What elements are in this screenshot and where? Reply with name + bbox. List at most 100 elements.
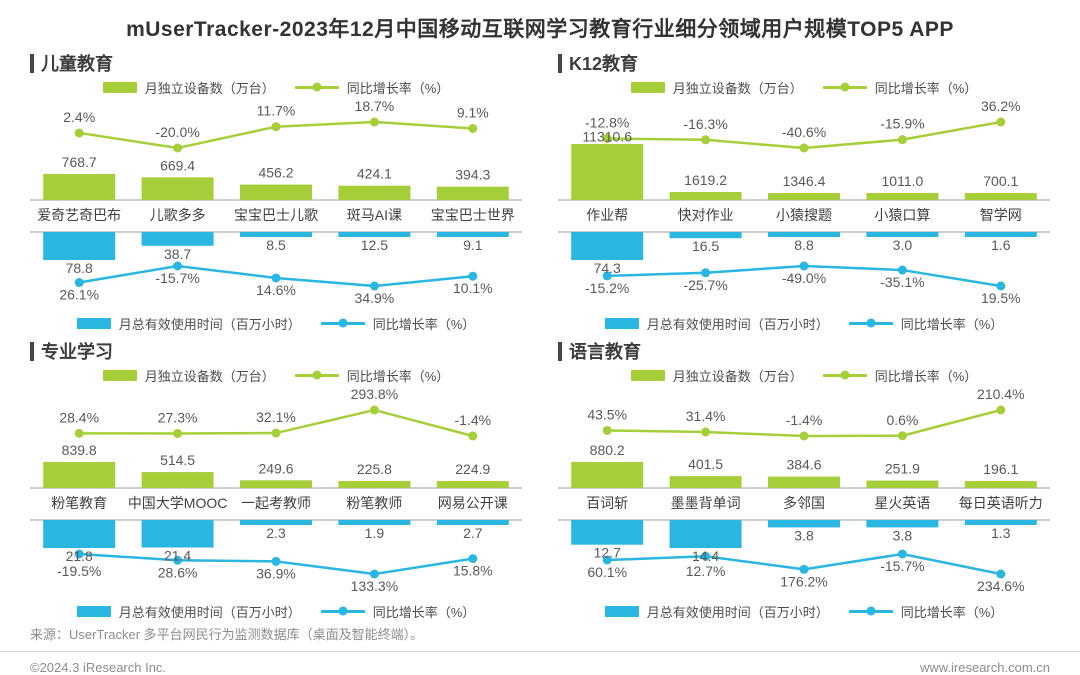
svg-text:133.3%: 133.3% [351,578,398,594]
usage-legend-label: 月总有效使用时间（百万小时） [646,604,829,620]
svg-text:10.1%: 10.1% [453,280,493,296]
svg-text:3.8: 3.8 [893,527,913,543]
section-title: 儿童教育 [41,54,113,74]
svg-text:60.1%: 60.1% [587,564,627,580]
svg-text:196.1: 196.1 [983,461,1018,477]
svg-text:9.1%: 9.1% [457,104,489,120]
svg-text:墨墨背单词: 墨墨背单词 [671,495,741,511]
section-title: 语言教育 [569,342,641,362]
bar-swatch-icon [630,369,665,381]
svg-text:12.7%: 12.7% [686,563,726,579]
svg-text:每日英语听力: 每日英语听力 [959,495,1043,511]
bar-swatch-icon [76,605,111,617]
svg-text:快对作业: 快对作业 [678,207,734,223]
svg-text:-25.7%: -25.7% [683,277,727,293]
professional-learning-combo-chart: 粉笔教育 中国大学MOOC 一起考教师 粉笔教师 网易公开课 28.4% 839.8 27.3… [30,386,522,594]
svg-text:15.8%: 15.8% [453,563,493,579]
accent-bar [30,341,34,361]
devices-legend-label: 月独立设备数（万台） [672,80,803,96]
devices-legend-label: 月独立设备数（万台） [144,368,275,384]
svg-text:-49.0%: -49.0% [782,270,826,286]
growth-legend-label: 同比增长率（%） [874,80,978,96]
line-marker-icon [822,370,867,380]
svg-text:1.9: 1.9 [365,525,385,541]
svg-text:38.7: 38.7 [164,246,191,262]
svg-text:-1.4%: -1.4% [786,412,823,428]
svg-text:700.1: 700.1 [983,173,1018,189]
svg-text:514.5: 514.5 [160,452,195,468]
line-marker-icon [320,318,365,328]
line-marker-icon [294,370,339,380]
footer-divider [0,651,1080,652]
svg-text:14.6%: 14.6% [256,282,296,298]
growth-legend-label: 同比增长率（%） [874,368,978,384]
svg-text:3.8: 3.8 [794,527,814,543]
report-page: mUserTracker-2023年12月中国移动互联网学习教育行业细分领域用户… [0,18,1080,675]
page-title: mUserTracker-2023年12月中国移动互联网学习教育行业细分领域用户… [126,18,954,41]
svg-text:27.3%: 27.3% [158,409,198,425]
svg-text:1.3: 1.3 [991,525,1011,541]
devices-legend: 月独立设备数（万台） 同比增长率（%） [30,78,522,96]
footer-bar: ©2024.3 iResearch Inc. www.iresearch.com… [0,652,1080,675]
svg-text:384.6: 384.6 [786,457,821,473]
svg-text:424.1: 424.1 [357,166,392,182]
svg-text:1346.4: 1346.4 [783,173,826,189]
chart-professional-learning: 专业学习 月独立设备数（万台） 同比增长率（%） 粉笔教育 中国大学MOOC 一起考… [30,338,522,620]
accent-bar [30,53,34,73]
svg-text:-12.8%: -12.8% [585,115,629,131]
svg-text:-1.4%: -1.4% [455,412,492,428]
svg-text:儿歌多多: 儿歌多多 [150,207,206,223]
svg-text:18.7%: 18.7% [355,98,395,114]
line-marker-icon [848,606,893,616]
svg-text:网易公开课: 网易公开课 [438,495,508,511]
chart-children-education: 儿童教育 月独立设备数（万台） 同比增长率（%） 爱奇艺奇巴布 儿歌多多 宝宝巴士儿… [30,50,522,332]
svg-text:251.9: 251.9 [885,461,920,477]
svg-text:839.8: 839.8 [62,442,97,458]
svg-text:小猿口算: 小猿口算 [874,207,930,223]
svg-text:2.7: 2.7 [463,525,483,541]
svg-text:225.8: 225.8 [357,461,392,477]
devices-legend-label: 月独立设备数（万台） [672,368,803,384]
svg-text:中国大学MOOC: 中国大学MOOC [128,495,228,511]
svg-text:多邻国: 多邻国 [783,495,825,511]
usage-legend-label: 月总有效使用时间（百万小时） [118,604,301,620]
usage-legend: 月总有效使用时间（百万小时） 同比增长率（%） [558,314,1050,332]
growth-legend-label: 同比增长率（%） [900,604,1004,620]
svg-text:智学网: 智学网 [980,207,1022,223]
svg-text:394.3: 394.3 [455,167,490,183]
svg-text:401.5: 401.5 [688,456,723,472]
svg-text:一起考教师: 一起考教师 [241,495,311,511]
growth-legend-label: 同比增长率（%） [372,604,476,620]
svg-text:234.6%: 234.6% [977,578,1024,594]
svg-text:斑马AI课: 斑马AI课 [347,207,402,223]
bar-swatch-icon [102,81,137,93]
svg-text:12.7: 12.7 [594,545,621,561]
bar-swatch-icon [604,317,639,329]
accent-bar [558,341,562,361]
website-text: www.iresearch.com.cn [919,660,1050,675]
line-marker-icon [320,606,365,616]
language-education-combo-chart: 百词斩 墨墨背单词 多邻国 星火英语 每日英语听力 43.5% 880.2 31.4% 401.… [558,386,1050,594]
devices-legend-label: 月独立设备数（万台） [144,80,275,96]
charts-grid: 儿童教育 月独立设备数（万台） 同比增长率（%） 爱奇艺奇巴布 儿歌多多 宝宝巴士儿… [0,50,1080,620]
svg-text:36.2%: 36.2% [981,98,1021,114]
devices-legend: 月独立设备数（万台） 同比增长率（%） [558,366,1050,384]
svg-text:-15.2%: -15.2% [585,280,629,296]
growth-legend-label: 同比增长率（%） [346,80,450,96]
svg-text:669.4: 669.4 [160,157,195,173]
line-marker-icon [848,318,893,328]
svg-text:-19.5%: -19.5% [57,563,101,579]
svg-text:43.5%: 43.5% [587,406,627,422]
svg-text:爱奇艺奇巴布: 爱奇艺奇巴布 [37,207,121,223]
section-title: 专业学习 [41,342,113,362]
svg-text:74.3: 74.3 [594,260,621,276]
svg-text:31.4%: 31.4% [686,408,726,424]
section-header: K12教育 [558,50,1050,76]
section-header: 儿童教育 [30,50,522,76]
svg-text:宝宝巴士儿歌: 宝宝巴士儿歌 [234,207,318,223]
growth-legend-label: 同比增长率（%） [372,316,476,332]
svg-text:210.4%: 210.4% [977,386,1024,402]
usage-legend: 月总有效使用时间（百万小时） 同比增长率（%） [30,602,522,620]
usage-legend-label: 月总有效使用时间（百万小时） [646,316,829,332]
svg-text:456.2: 456.2 [258,165,293,181]
